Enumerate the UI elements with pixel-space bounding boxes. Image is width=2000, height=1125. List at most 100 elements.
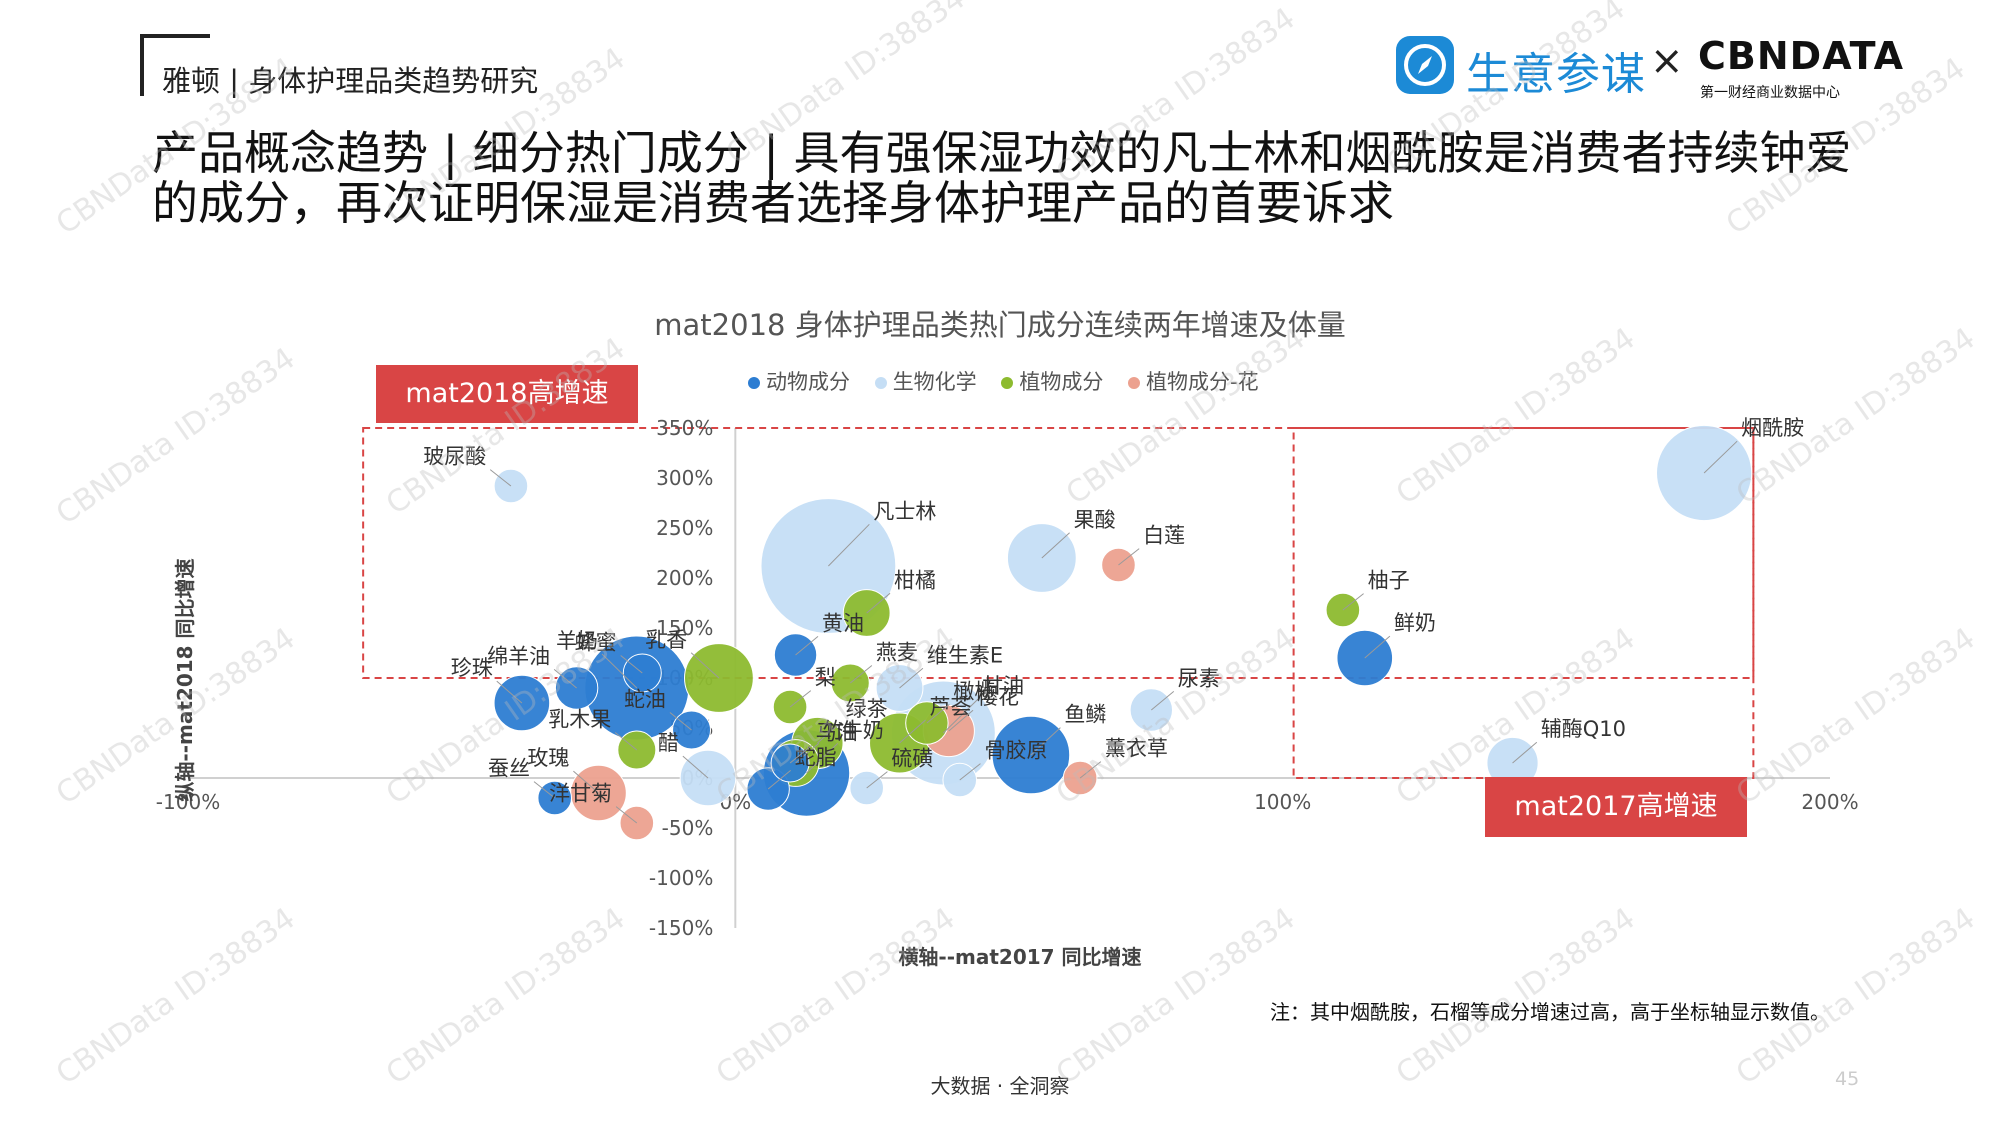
bubble-label: 蛇脂 [795, 745, 837, 769]
leader-line [942, 698, 979, 734]
bubble-label: 玻尿酸 [423, 445, 486, 469]
bubble-玻尿酸 [493, 468, 529, 504]
compass-logo-icon [1396, 36, 1454, 94]
x-tick-label: 200% [1801, 790, 1858, 814]
bubble-label: 鱼鳞 [1064, 703, 1106, 727]
bubble-label: 维生素E [927, 643, 1003, 667]
y-tick-label: 150% [656, 616, 713, 640]
leader-line [806, 743, 839, 774]
leader-line [1041, 532, 1070, 559]
bubble-label: 柚子 [1368, 569, 1410, 593]
tag-mat2018-high-growth: mat2018高增速 [376, 365, 638, 423]
quadrant-mat2017-high-growth [1292, 427, 1755, 779]
leader-line [620, 655, 643, 674]
leader-line [899, 667, 924, 689]
y-tick-label: -50% [662, 816, 714, 840]
leader-line [789, 745, 812, 764]
x-tick-labels: -100% 0% 100% 200% [156, 790, 1859, 814]
leader-line [1342, 593, 1364, 611]
bubble-label: 马油 [816, 721, 858, 745]
leader-line [817, 721, 842, 744]
leader-line [1118, 548, 1140, 566]
bubble-label: 鲜奶 [1394, 611, 1436, 635]
logo-cross: × [1650, 38, 1684, 84]
leader-line [690, 652, 720, 679]
logo-name: 生意参谋 [1466, 49, 1646, 100]
leader-line [1030, 727, 1061, 756]
bubble-白莲 [1101, 547, 1136, 583]
leader-line [959, 763, 981, 781]
y-tick-label: -100% [649, 866, 713, 890]
bubble-label: 白莲 [1143, 524, 1185, 548]
chart-note: 注：其中烟酰胺，石榴等成分增速过高，高于坐标轴显示数值。 [1270, 1000, 1830, 1024]
brand-mark [140, 34, 210, 96]
bubble-label: 凡士林 [873, 499, 936, 523]
legend-dot [874, 377, 887, 389]
legend-dot [748, 377, 760, 389]
y-tick-label: 250% [656, 516, 713, 540]
bubble-label: 橄榄 [953, 679, 995, 703]
leader-line [669, 712, 692, 731]
bubble-label: 蜂蜜 [575, 631, 617, 655]
bubble-label: 牛奶 [842, 718, 884, 742]
legend-dot [1001, 377, 1014, 389]
chart-legend: 动物成分 生物化学 植物成分 植物成分-花 [748, 366, 1277, 396]
bubble-label: 梨 [815, 666, 836, 690]
leader-line [1079, 761, 1102, 779]
x-axis-title: 横轴--mat2017 同比增速 [898, 945, 1141, 969]
leader-line [601, 653, 638, 689]
leader-line [1150, 691, 1175, 711]
tag-mat2017-high-growth: mat2017高增速 [1485, 777, 1747, 837]
bubble-label: 洋甘菊 [549, 782, 612, 806]
cbndata-logo: CBNDATA [1698, 34, 1905, 78]
legend-item-animal: 动物成分 [748, 366, 850, 396]
leader-line [1512, 741, 1538, 764]
legend-dot [1128, 377, 1141, 389]
bubble-label: 绵羊油 [487, 644, 550, 668]
y-tick-label: 200% [656, 566, 713, 590]
bubble-label: 乳木果 [548, 708, 611, 732]
bubble-label: 珍珠 [451, 656, 493, 680]
bubble-label: 辅酶Q10 [1541, 717, 1626, 741]
x-tick-label: -100% [156, 790, 220, 814]
chart-title: mat2018 身体护理品类热门成分连续两年增速及体量 [654, 308, 1346, 342]
leader-line [1703, 440, 1738, 474]
bubble-label: 骨胶原 [984, 739, 1047, 763]
leader-line [553, 669, 577, 689]
leader-line [926, 704, 950, 724]
leader-line [496, 680, 523, 704]
bubble-label: 乳香 [645, 628, 687, 652]
legend-item-flower: 植物成分-花 [1128, 366, 1259, 396]
leader-line [682, 755, 709, 779]
bubble-label: 黄油 [822, 611, 864, 635]
bubble-label: 蚕丝 [488, 757, 530, 781]
brand-title: 雅顿 | 身体护理品类趋势研究 [162, 64, 539, 98]
bubble-label: 尿素 [1178, 666, 1220, 690]
y-axis-title: 纵轴--mat2018 同比增速 [173, 558, 197, 801]
leader-line [533, 781, 556, 799]
bubble-label: 绿茶 [846, 697, 888, 721]
legend-item-biochem: 生物化学 [874, 366, 977, 396]
leader-line [828, 523, 870, 567]
x-tick-label: 100% [1254, 790, 1311, 814]
bubble-鲜奶 [1336, 629, 1394, 687]
bubble-label: 樱花 [977, 685, 1019, 709]
bubble-label: 玫瑰 [527, 746, 569, 770]
bubble-label: 醋 [658, 731, 679, 755]
cbndata-logo-subtitle: 第一财经商业数据中心 [1700, 85, 1840, 101]
bubble-label: 薰衣草 [1105, 737, 1168, 761]
bubble-label: 羊奶 [556, 629, 598, 653]
leader-line [614, 732, 638, 751]
bubble-label: 柑橘 [894, 568, 936, 592]
quadrant-mat2018-high-growth [362, 427, 1755, 679]
legend-item-plant: 植物成分 [1001, 366, 1103, 396]
y-tick-label: -150% [649, 916, 713, 940]
leader-line [789, 690, 812, 708]
page-number: 45 [1835, 1068, 1860, 1090]
leader-line [573, 770, 599, 794]
bubble-label: 甘油 [982, 674, 1024, 698]
leader-line [866, 771, 888, 789]
bubble-label: 烟酰胺 [1741, 416, 1804, 440]
leader-line [948, 709, 974, 732]
